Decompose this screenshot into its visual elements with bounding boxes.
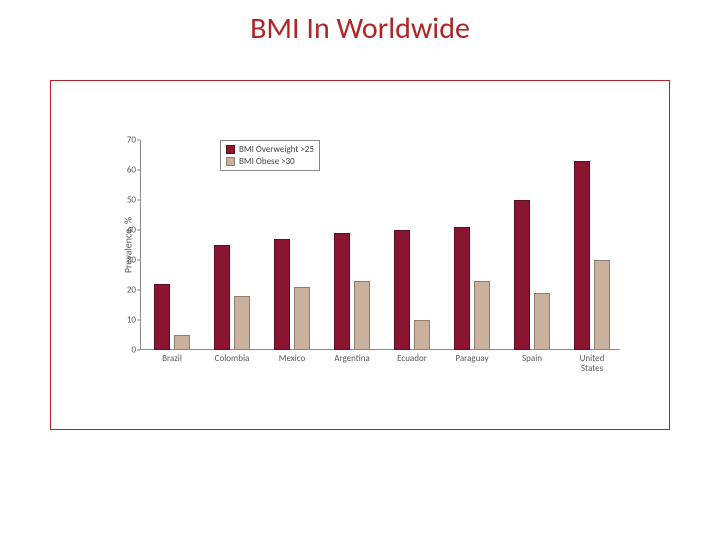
- x-tick-label: Mexico: [262, 354, 322, 364]
- y-tick-label: 0: [112, 345, 136, 356]
- y-tick-mark: [137, 200, 140, 201]
- y-tick-label: 20: [112, 285, 136, 296]
- x-tick-label: Colombia: [202, 354, 262, 364]
- y-tick-label: 10: [112, 315, 136, 326]
- y-tick-label: 30: [112, 255, 136, 266]
- y-tick-label: 50: [112, 195, 136, 206]
- y-tick-mark: [137, 350, 140, 351]
- bar: [154, 284, 170, 350]
- y-tick-mark: [137, 320, 140, 321]
- bar: [274, 239, 290, 350]
- x-tick-label: Paraguay: [442, 354, 502, 364]
- bar: [174, 335, 190, 350]
- category-group: Ecuador: [394, 140, 430, 350]
- category-group: Argentina: [334, 140, 370, 350]
- bar: [574, 161, 590, 350]
- legend-item: BMI Overweight >25: [226, 144, 314, 156]
- bar: [354, 281, 370, 350]
- category-group: Paraguay: [454, 140, 490, 350]
- category-group: Mexico: [274, 140, 310, 350]
- category-group: Spain: [514, 140, 550, 350]
- legend-item: BMI Obese >30: [226, 156, 314, 168]
- legend-swatch: [226, 145, 235, 154]
- x-tick-label: Ecuador: [382, 354, 442, 364]
- category-group: Brazil: [154, 140, 190, 350]
- y-tick-label: 70: [112, 135, 136, 146]
- legend-label: BMI Obese >30: [239, 156, 295, 168]
- y-tick-mark: [137, 140, 140, 141]
- bar: [214, 245, 230, 350]
- plot-area: Prevalence, % 010203040506070 BrazilColo…: [140, 140, 620, 350]
- x-tick-label: Brazil: [142, 354, 202, 364]
- category-group: United States: [574, 140, 610, 350]
- bar: [514, 200, 530, 350]
- slide: BMI In Worldwide Prevalence, % 010203040…: [0, 0, 720, 540]
- bar: [414, 320, 430, 350]
- legend-swatch: [226, 157, 235, 166]
- bar: [334, 233, 350, 350]
- bar: [454, 227, 470, 350]
- bar: [294, 287, 310, 350]
- y-tick-label: 40: [112, 225, 136, 236]
- x-tick-label: Spain: [502, 354, 562, 364]
- legend: BMI Overweight >25BMI Obese >30: [220, 140, 320, 171]
- legend-label: BMI Overweight >25: [239, 144, 314, 156]
- bar: [394, 230, 410, 350]
- bar: [594, 260, 610, 350]
- y-axis: [140, 140, 141, 350]
- bar: [234, 296, 250, 350]
- y-tick-mark: [137, 260, 140, 261]
- y-tick-mark: [137, 170, 140, 171]
- y-tick-mark: [137, 290, 140, 291]
- page-title: BMI In Worldwide: [0, 10, 720, 47]
- y-tick-mark: [137, 230, 140, 231]
- y-tick-label: 60: [112, 165, 136, 176]
- bar: [534, 293, 550, 350]
- bmi-chart: Prevalence, % 010203040506070 BrazilColo…: [90, 130, 630, 390]
- x-tick-label: Argentina: [322, 354, 382, 364]
- x-tick-label: United States: [562, 354, 622, 374]
- bar: [474, 281, 490, 350]
- category-group: Colombia: [214, 140, 250, 350]
